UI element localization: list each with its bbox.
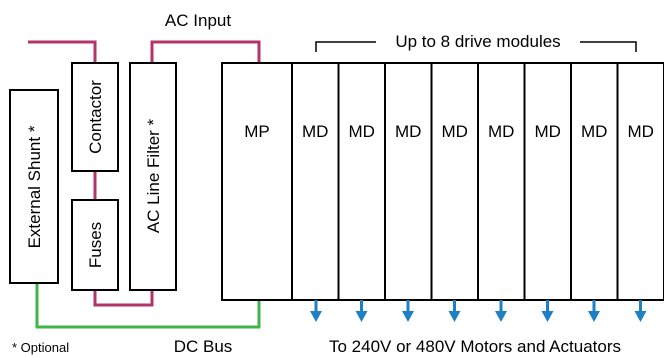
mp-module <box>221 62 293 301</box>
ac-input-wiring <box>28 40 261 307</box>
contactor-label: Contactor <box>86 80 105 154</box>
md-label: MD <box>442 122 468 141</box>
md-module <box>430 62 479 301</box>
ac-line-filter-label: AC Line Filter * <box>144 118 163 233</box>
md-label: MD <box>581 122 607 141</box>
motors-caption: To 240V or 480V Motors and Actuators <box>329 337 621 356</box>
ac-wire-filter-to-mp <box>150 40 261 63</box>
bracket-right <box>580 41 637 52</box>
drive-modules-bracket-label: Up to 8 drive modules <box>395 32 560 51</box>
md-module <box>523 62 572 301</box>
md-module <box>570 62 619 301</box>
md-label: MD <box>349 122 375 141</box>
md-module <box>337 62 386 301</box>
dc-bus-label: DC Bus <box>174 337 233 356</box>
external-shunt-box <box>9 89 59 284</box>
md-label: MD <box>302 122 328 141</box>
md-modules-group: MD MD MD MD MD MD MD MD <box>291 62 664 301</box>
motor-arrow-head <box>402 311 414 322</box>
md-label: MD <box>628 122 654 141</box>
external-shunt-label: External Shunt * <box>25 125 44 248</box>
drive-modules-bracket <box>315 41 637 52</box>
dc-bus-wire <box>35 283 261 329</box>
fuses-label: Fuses <box>86 222 105 268</box>
ac-line-filter-box <box>129 62 177 291</box>
optional-note: * Optional <box>12 340 69 355</box>
md-module <box>291 62 340 301</box>
motor-arrow-head <box>448 311 461 322</box>
motor-arrow-head <box>355 311 368 322</box>
ac-input-label: AC Input <box>165 11 231 30</box>
md-module <box>384 62 433 301</box>
mp-label: MP <box>244 122 270 141</box>
motor-arrow-head <box>310 311 322 322</box>
ac-wire-fuses-to-filter <box>93 290 154 307</box>
motor-arrow-head <box>495 311 507 322</box>
fuses-box <box>71 199 119 291</box>
bracket-left <box>315 41 376 52</box>
motor-arrows-group <box>310 300 647 322</box>
md-module <box>616 62 664 301</box>
md-module <box>477 62 526 301</box>
md-label: MD <box>535 122 561 141</box>
md-label: MD <box>488 122 514 141</box>
contactor-box <box>71 62 119 172</box>
ac-wire-to-contactor <box>28 40 97 63</box>
motor-arrow-head <box>634 311 647 322</box>
md-label: MD <box>395 122 421 141</box>
motor-arrow-head <box>588 311 600 322</box>
motor-arrow-head <box>541 311 554 322</box>
